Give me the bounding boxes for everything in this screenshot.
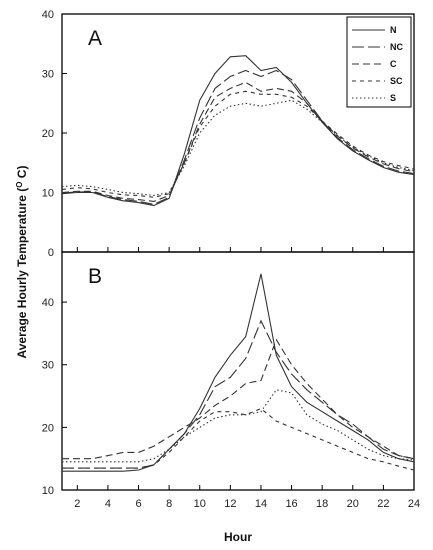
panel-a: 0 10 20 30 40 A N NC C SC S: [42, 9, 415, 259]
series-line-sc: [62, 407, 415, 471]
y-tick-label: 0: [48, 247, 54, 259]
series-line-s: [61, 99, 415, 197]
series-line-c: [61, 81, 415, 202]
y-tick-label: 40: [42, 9, 54, 21]
legend-label-n: N: [390, 25, 397, 35]
series-line-nc: [61, 69, 415, 205]
legend-label-s: S: [390, 93, 396, 103]
x-tick-label: 14: [255, 498, 267, 510]
legend: N NC C SC S: [346, 16, 412, 108]
x-tick-label: 4: [105, 498, 111, 510]
series-line-n: [61, 55, 415, 207]
panel-label: A: [88, 27, 102, 50]
y-tick-label: 20: [42, 128, 54, 140]
x-tick-label: 10: [194, 498, 206, 510]
x-tick-label: 8: [166, 498, 172, 510]
x-tick-label: 16: [285, 498, 297, 510]
y-tick-label: 30: [42, 69, 54, 81]
y-tick-label: 40: [42, 297, 54, 309]
series-line-nc: [62, 319, 415, 469]
legend-label-c: C: [390, 59, 397, 69]
series-line-c: [62, 338, 415, 460]
x-tick-label: 22: [377, 498, 389, 510]
series-line-sc: [61, 90, 415, 198]
plot-frame-b: [61, 251, 415, 491]
legend-label-sc: SC: [390, 76, 403, 86]
x-tick-label: 6: [135, 498, 141, 510]
legend-box: [346, 16, 412, 108]
x-tick-label: 24: [408, 498, 420, 510]
x-tick-label: 2: [74, 498, 80, 510]
panel-label: B: [88, 265, 102, 288]
x-tick-label: 20: [347, 498, 359, 510]
x-tick-label: 12: [224, 498, 236, 510]
y-tick-label: 10: [42, 485, 54, 497]
x-tick-label: 18: [316, 498, 328, 510]
y-tick-label: 30: [42, 360, 54, 372]
y-tick-label: 20: [42, 422, 54, 434]
series-line-n: [62, 273, 415, 472]
x-axis-label: Hour: [224, 530, 252, 544]
y-tick-label: 10: [42, 188, 54, 200]
legend-label-nc: NC: [390, 42, 403, 52]
series-line-s: [62, 389, 415, 463]
y-axis-label: Average Hourly Temperature (O C): [15, 166, 29, 359]
